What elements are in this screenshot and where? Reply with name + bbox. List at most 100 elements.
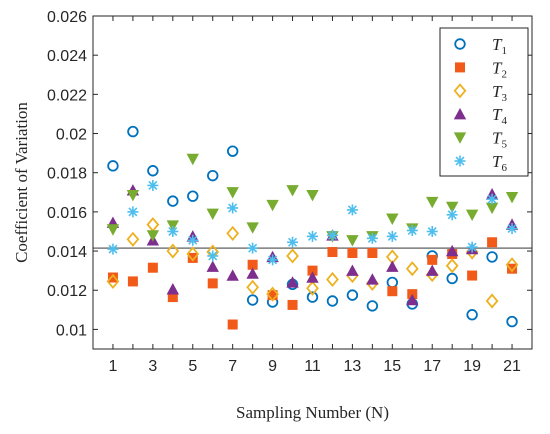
x-axis-label: Sampling Number (N): [236, 403, 389, 422]
data-point: [327, 247, 338, 258]
data-point: [406, 224, 418, 236]
data-point: [147, 262, 158, 273]
data-point: [486, 251, 498, 263]
data-point: [106, 273, 120, 290]
legend-marker: [454, 38, 466, 50]
data-point: [126, 190, 140, 202]
y-tick-label: 0.01: [56, 322, 87, 339]
x-tick-label: 7: [228, 358, 237, 375]
data-point: [465, 209, 479, 222]
data-point: [167, 195, 179, 207]
data-point: [226, 225, 240, 242]
data-point: [207, 169, 219, 182]
data-point: [446, 209, 458, 221]
legend-label: T4: [492, 105, 507, 127]
data-marks: [106, 125, 519, 330]
data-point: [287, 299, 298, 310]
data-point: [226, 145, 239, 157]
y-tick-label: 0.012: [47, 283, 87, 300]
legend-marker: [454, 155, 466, 167]
x-tick-label: 11: [304, 358, 321, 375]
data-point: [505, 257, 519, 273]
data-point: [106, 224, 120, 236]
data-point: [506, 223, 518, 235]
data-point: [467, 270, 478, 281]
data-point: [206, 260, 219, 272]
legend-marker: [453, 132, 467, 144]
data-point: [306, 271, 319, 283]
data-point: [485, 293, 499, 309]
data-point: [426, 196, 439, 209]
legend-label: T6: [492, 152, 507, 174]
legend-label: T2: [492, 58, 507, 80]
y-tick-label: 0.018: [47, 166, 87, 183]
data-point: [226, 269, 239, 281]
data-point: [426, 225, 438, 237]
data-point: [346, 235, 359, 247]
data-point: [246, 279, 260, 295]
data-point: [187, 252, 198, 263]
y-tick-label: 0.024: [47, 48, 87, 65]
legend-marker: [453, 108, 467, 120]
data-point: [445, 244, 459, 257]
data-point: [367, 248, 378, 259]
data-point: [306, 190, 319, 202]
data-point: [366, 232, 378, 244]
data-point: [167, 225, 179, 237]
data-point: [187, 190, 199, 202]
data-point: [207, 250, 219, 262]
x-tick-label: 5: [188, 358, 197, 375]
data-point: [306, 291, 319, 303]
x-tick-label: 19: [463, 358, 481, 375]
legend-box: [439, 27, 529, 177]
data-point: [266, 286, 279, 302]
data-point: [346, 289, 359, 301]
data-point: [466, 309, 478, 321]
series-t6: [107, 179, 518, 266]
data-point: [187, 234, 199, 246]
data-point: [286, 248, 299, 264]
data-point: [167, 292, 178, 303]
data-point: [246, 267, 259, 279]
data-point: [326, 229, 338, 241]
data-point: [326, 271, 339, 288]
x-tick-label: 17: [423, 358, 441, 375]
data-point: [466, 241, 478, 253]
data-point: [286, 185, 299, 197]
data-point: [406, 293, 419, 306]
series-t3: [106, 217, 519, 309]
data-point: [186, 153, 199, 166]
data-point: [426, 264, 439, 276]
data-point: [126, 231, 140, 247]
legend-label: T3: [492, 82, 507, 104]
data-point: [107, 243, 119, 255]
legend-marker: [455, 62, 465, 73]
data-point: [326, 295, 339, 307]
data-point: [386, 260, 399, 272]
x-tick-label: 21: [503, 358, 521, 375]
data-point: [505, 191, 519, 204]
legend-label: T1: [492, 35, 507, 57]
data-point: [366, 273, 379, 285]
x-tick-label: 9: [268, 358, 277, 375]
data-point: [166, 283, 180, 295]
data-point: [386, 230, 398, 242]
data-point: [485, 202, 499, 215]
data-point: [247, 242, 259, 254]
legend-marker: [453, 83, 467, 99]
data-point: [226, 187, 239, 199]
data-point: [107, 272, 118, 283]
y-tick-label: 0.026: [47, 9, 87, 26]
x-tick-label: 13: [344, 358, 362, 375]
data-point: [287, 236, 299, 248]
data-point: [445, 258, 459, 274]
data-point: [246, 222, 259, 234]
data-point: [247, 259, 258, 270]
data-point: [405, 261, 419, 277]
legend-label: T5: [492, 129, 507, 151]
data-point: [307, 230, 318, 242]
data-point: [346, 264, 359, 276]
data-point: [286, 276, 299, 288]
